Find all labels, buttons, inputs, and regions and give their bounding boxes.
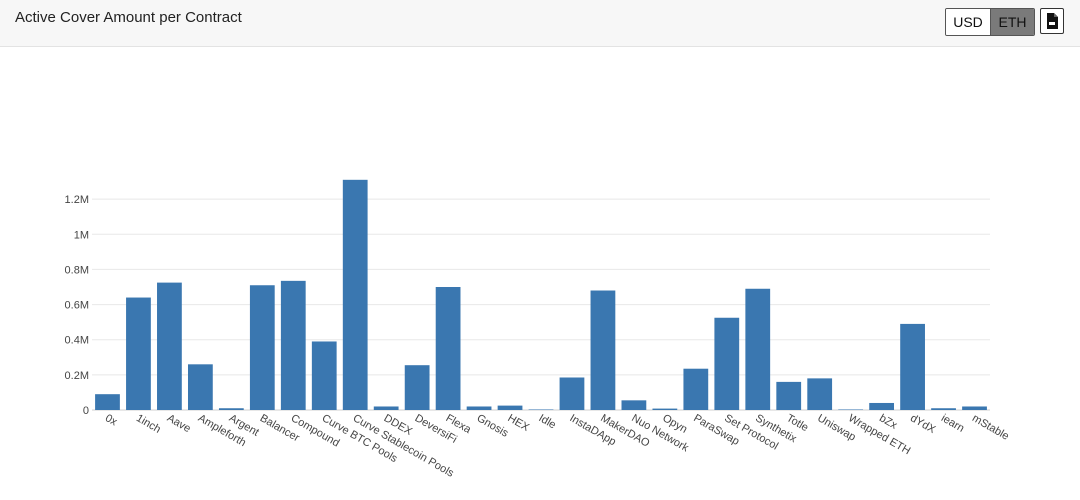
y-tick-label: 0.6M (65, 300, 89, 312)
bar-nuo-network[interactable] (621, 400, 647, 410)
bar-gnosis[interactable] (466, 406, 492, 410)
bar-uniswap[interactable] (807, 378, 833, 410)
download-csv-button[interactable] (1040, 8, 1064, 34)
x-tick-label: Gnosis (475, 412, 511, 440)
bar-deversifi[interactable] (404, 365, 430, 410)
y-tick-label: 0.8M (65, 264, 89, 276)
bar-hex[interactable] (497, 405, 523, 410)
currency-usd-button[interactable]: USD (946, 9, 990, 35)
x-tick-label: Idle (537, 412, 558, 431)
y-axis-ticks: 0 0.2M 0.4M 0.6M 0.8M 1M 1.2M (65, 194, 89, 417)
x-tick-label: iearn (939, 412, 966, 435)
bar-totle[interactable] (776, 381, 802, 410)
chart-header: Active Cover Amount per Contract USD ETH (0, 0, 1080, 47)
bar-synthetix[interactable] (745, 288, 771, 410)
x-tick-label: Aave (165, 412, 193, 435)
bar-paraswap[interactable] (683, 368, 709, 410)
bar-compound[interactable] (280, 280, 306, 410)
x-tick-label: 0x (103, 412, 119, 428)
x-tick-label: HEX (506, 412, 532, 434)
bar-dydx[interactable] (900, 323, 925, 410)
bar-ddex[interactable] (373, 406, 399, 410)
bar-curve-stablecoin-pools[interactable] (342, 179, 368, 410)
bar-argent[interactable] (218, 408, 244, 410)
bar-flexa[interactable] (435, 287, 461, 410)
bar-makerdao[interactable] (590, 290, 616, 410)
bar-bzx[interactable] (869, 402, 895, 410)
bar-1inch[interactable] (126, 297, 151, 410)
chart-title: Active Cover Amount per Contract (15, 9, 242, 26)
bar-instadapp[interactable] (559, 377, 585, 410)
bar-aave[interactable] (157, 282, 182, 410)
bar-0x[interactable] (95, 394, 120, 410)
currency-eth-button[interactable]: ETH (990, 9, 1034, 35)
bars (95, 179, 987, 410)
bar-wrapped-eth[interactable] (838, 409, 864, 410)
y-tick-label: 0.2M (65, 370, 89, 382)
bar-opyn[interactable] (652, 408, 678, 410)
bar-balancer[interactable] (249, 285, 275, 410)
bar-curve-btc-pools[interactable] (311, 341, 337, 410)
bar-mstable[interactable] (962, 406, 987, 410)
bar-ampleforth[interactable] (187, 364, 213, 410)
csv-file-icon (1047, 13, 1058, 29)
y-tick-label: 0 (83, 405, 89, 417)
bar-idle[interactable] (528, 409, 554, 410)
x-tick-label: 1inch (134, 412, 163, 436)
x-tick-label: mStable (970, 412, 1011, 443)
bar-iearn[interactable] (931, 408, 956, 410)
y-tick-label: 0.4M (65, 335, 89, 347)
x-axis-ticks: 0x 1inch Aave AmpleforthArgentBalancerCompo… (103, 412, 1011, 480)
currency-toggle: USD ETH (945, 8, 1035, 36)
gridlines (92, 198, 990, 411)
x-tick-label: dYdX (908, 412, 938, 436)
y-tick-label: 1M (74, 229, 89, 241)
bar-set-protocol[interactable] (714, 317, 740, 410)
y-tick-label: 1.2M (65, 194, 89, 206)
